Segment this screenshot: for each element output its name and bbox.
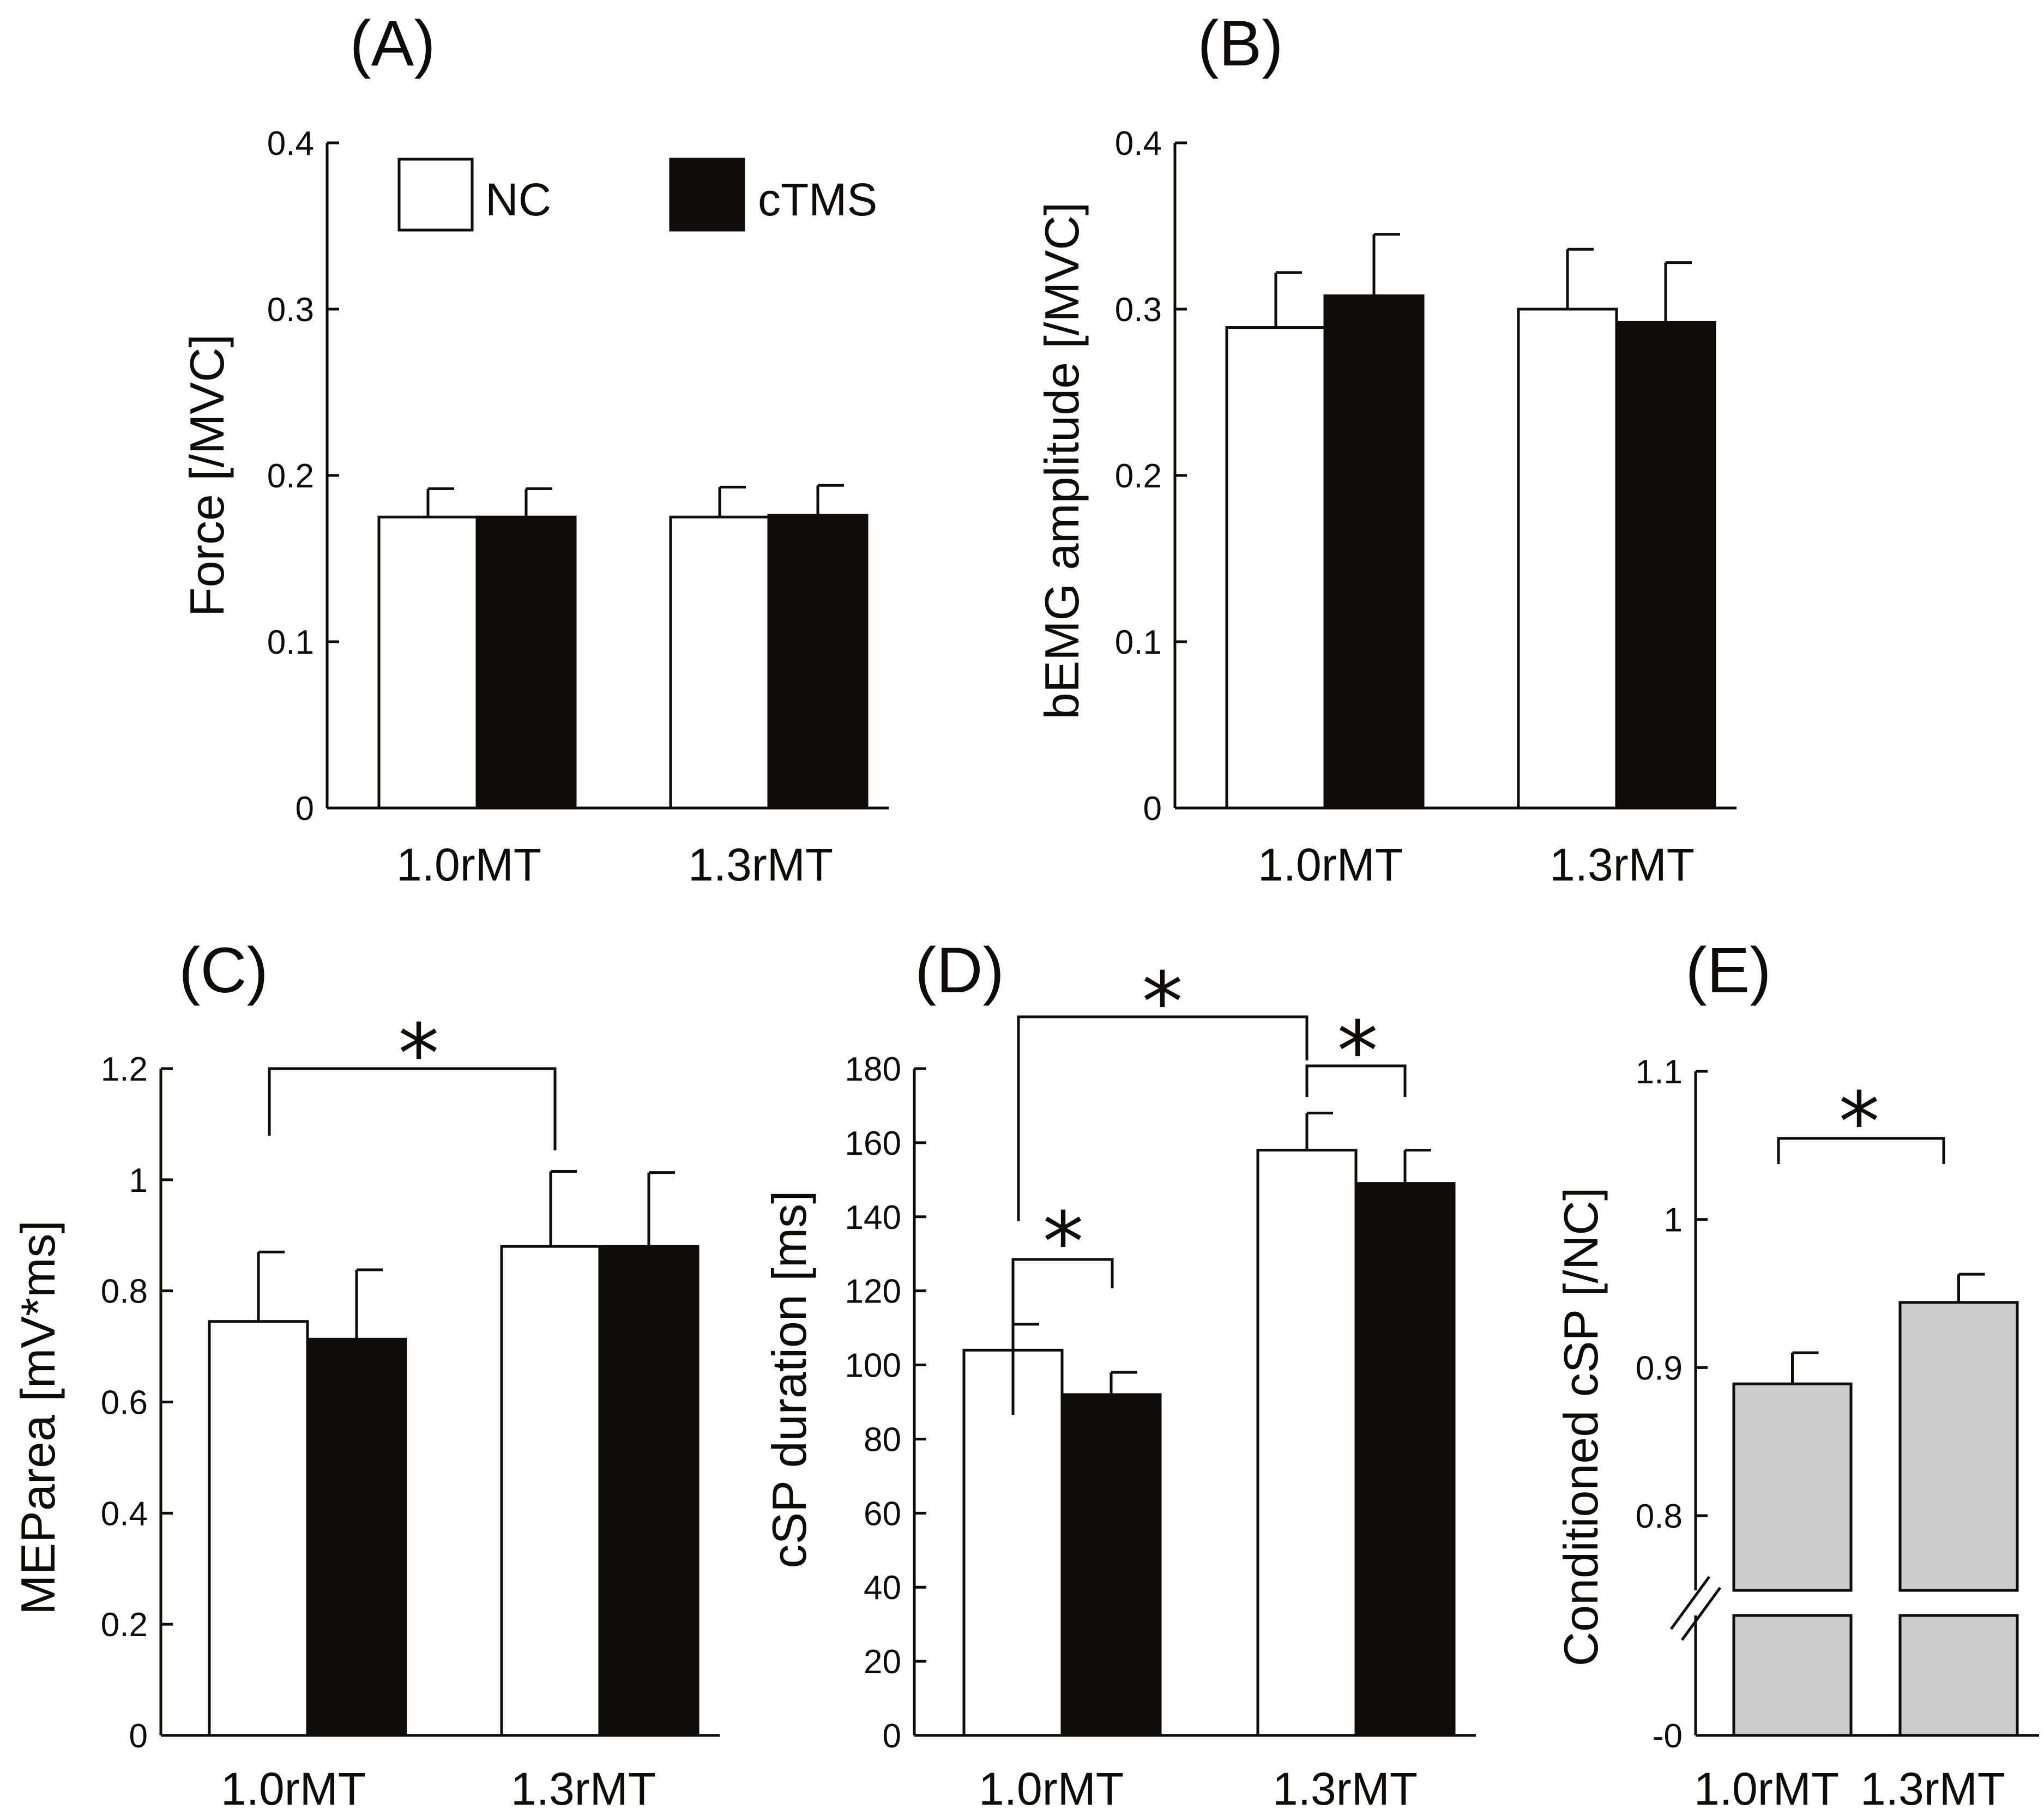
y-tick-label: 0 [1143,790,1162,828]
bar [1060,1393,1162,1737]
bar [1354,1182,1456,1737]
significance-bracket [1305,1064,1407,1097]
bar [1898,1301,2019,1592]
y-tick-label: 0.4 [1115,125,1162,162]
panel-label: (A) [349,8,435,80]
y-tick-label: 0 [883,1717,901,1755]
legend-label-nc: NC [485,174,551,225]
y-tick-label: 0 [129,1717,148,1755]
bar-base [1732,1614,1853,1737]
y-tick-label: 80 [864,1421,901,1458]
x-tick-label: 1.3rMT [1273,1763,1418,1814]
significance-star: * [1337,1004,1378,1099]
panel-e: (E) Conditioned cSP [/NC] -0 0.8 0.9 1 1.1 1.0r… [1554,934,2039,1814]
panel-label: (B) [1197,8,1283,80]
y-tick-label: 0.2 [101,1606,148,1644]
y-axis-title: Force [/MVC] [180,334,234,617]
y-tick-label: 0.3 [267,291,314,329]
panel-d: (D) cSP duration [ms] 0 20 40 60 80 100 120 140 16… [762,934,1476,1814]
y-tick-label: 0 [296,790,314,828]
y-tick-label: 100 [845,1347,901,1385]
bar [208,1320,309,1737]
legend-label-ctms: cTMS [758,174,877,225]
y-tick-label: 0.1 [1115,624,1162,661]
bar [475,515,577,810]
bar [1732,1382,1853,1592]
x-tick-label: 1.3rMT [1549,839,1695,890]
y-tick-label: 0.4 [267,125,314,162]
panel-label: (D) [915,934,1004,1006]
bar [767,514,869,810]
y-axis-title: MEParea [mV*ms] [11,1220,65,1615]
bar [1615,321,1716,810]
y-tick-label: 0.8 [101,1273,148,1311]
significance-bracket [268,1067,557,1150]
x-tick-label: 1.0rMT [979,1763,1124,1814]
significance-star: * [1142,955,1183,1050]
axis-break-mark [1669,1576,1711,1630]
y-tick-label: 140 [845,1199,901,1237]
bar [1517,307,1618,810]
y-axis-title: Conditioned cSP [/NC] [1554,1187,1608,1667]
x-tick-label: 1.3rMT [688,839,833,890]
y-tick-label: 1 [129,1162,148,1199]
x-tick-label: 1.0rMT [221,1763,366,1814]
significance-star: * [1043,1195,1084,1290]
y-tick-label: 0.1 [267,624,314,661]
x-tick-label: 1.3rMT [511,1763,656,1814]
panel-a: (A) Force [/MVC] 0 0.1 0.2 0.3 0.4 1.0rMT 1.3rMT [180,8,889,890]
panel-label: (C) [179,934,268,1006]
y-axis-title: bEMG amplitude [/MVC] [1035,202,1089,720]
y-tick-label: 160 [845,1125,901,1162]
y-tick-label: 0.8 [1636,1498,1683,1535]
bar [500,1245,601,1737]
y-tick-label: 0.3 [1115,291,1162,329]
bar [377,515,479,810]
legend-swatch-ctms [669,158,745,232]
y-tick-label: 40 [864,1569,901,1607]
x-tick-label: 1.0rMT [1258,839,1403,890]
bar [669,515,770,810]
y-tick-label: 120 [845,1273,901,1311]
y-tick-label: 0.6 [101,1384,148,1422]
significance-bracket [1011,1258,1114,1415]
y-tick-label: 0.2 [1115,457,1162,495]
bar [306,1337,407,1737]
significance-bracket [1777,1137,1945,1164]
y-tick-label: 0.4 [101,1495,148,1533]
legend-swatch-nc [397,158,474,232]
bar-base [1898,1614,2019,1737]
bar [598,1245,700,1737]
panel-c: (C) MEParea [mV*ms] 0 0.2 0.4 0.6 0.8 1 1.2 1.0rM… [11,934,720,1814]
bar [1256,1148,1358,1737]
x-tick-label: 1.0rMT [396,839,541,890]
y-tick-label: 60 [864,1495,901,1533]
bar [1323,294,1425,810]
y-tick-label: 180 [845,1051,901,1088]
significance-star: * [1839,1075,1880,1170]
y-tick-label: -0 [1653,1717,1683,1755]
y-tick-label: 20 [864,1643,901,1681]
bar [1225,326,1327,810]
y-tick-label: 1.1 [1636,1053,1683,1091]
y-tick-label: 0.2 [267,457,314,495]
y-tick-label: 0.9 [1636,1349,1683,1387]
panel-b: (B) bEMG amplitude [/MVC] 0 0.1 0.2 0.3 0.4 1.0… [1035,8,1737,890]
legend: NC cTMS [397,158,877,232]
axis-break-mark [1680,1587,1722,1641]
x-tick-label: 1.3rMT [1860,1763,2005,1814]
y-tick-label: 1 [1664,1202,1683,1239]
significance-star: * [399,1007,439,1102]
y-tick-label: 1.2 [101,1051,148,1088]
y-axis-title: cSP duration [ms] [762,1191,816,1569]
significance-bracket [1017,1015,1309,1221]
x-tick-label: 1.0rMT [1694,1763,1839,1814]
panel-label: (E) [1685,934,1771,1006]
